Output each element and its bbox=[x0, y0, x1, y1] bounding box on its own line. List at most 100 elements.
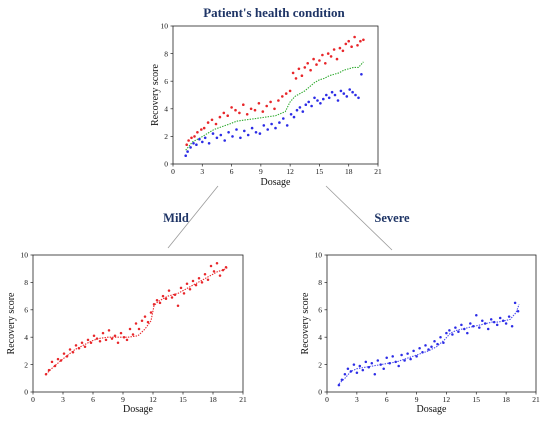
data-point-red bbox=[143, 315, 147, 318]
x-tick-label: 0 bbox=[31, 395, 35, 404]
y-tick-label: 6 bbox=[24, 306, 28, 315]
data-point-blue bbox=[274, 126, 277, 130]
data-point-blue bbox=[295, 108, 299, 112]
data-point-red bbox=[245, 113, 249, 116]
x-tick-label: 9 bbox=[121, 395, 125, 404]
data-point-red bbox=[226, 114, 229, 117]
data-point-red bbox=[185, 282, 189, 286]
data-point-blue bbox=[373, 372, 377, 376]
data-point-red bbox=[315, 63, 318, 66]
fit-line-red bbox=[45, 266, 229, 375]
data-point-red bbox=[113, 334, 117, 338]
data-point-blue bbox=[397, 364, 400, 368]
plot-frame bbox=[326, 254, 537, 393]
data-point-red bbox=[249, 107, 253, 111]
data-point-red bbox=[194, 283, 198, 287]
data-point-red bbox=[281, 95, 284, 98]
data-point-red bbox=[68, 348, 72, 351]
data-point-red bbox=[303, 66, 307, 69]
x-axis-title: Dosage bbox=[417, 404, 448, 415]
y-tick-label: 10 bbox=[21, 251, 29, 260]
data-point-red bbox=[353, 35, 356, 39]
data-point-blue bbox=[492, 320, 496, 324]
data-point-red bbox=[350, 45, 353, 48]
x-tick-label: 18 bbox=[209, 395, 217, 404]
data-point-blue bbox=[292, 115, 296, 119]
data-point-red bbox=[242, 103, 245, 106]
data-point-blue bbox=[219, 133, 223, 137]
x-tick-label: 15 bbox=[179, 395, 187, 404]
data-point-red bbox=[329, 55, 333, 58]
data-point-blue bbox=[516, 309, 520, 313]
data-point-blue bbox=[400, 353, 403, 357]
data-point-blue bbox=[427, 348, 430, 351]
data-point-blue bbox=[262, 124, 266, 127]
data-point-blue bbox=[231, 135, 234, 138]
data-point-blue bbox=[243, 129, 246, 133]
x-tick-label: 6 bbox=[385, 395, 389, 404]
data-point-blue bbox=[239, 136, 242, 140]
fit-line-green bbox=[185, 61, 364, 151]
y-tick-label: 8 bbox=[318, 278, 322, 287]
branch-label-severe: Severe bbox=[374, 211, 410, 225]
data-point-red bbox=[218, 115, 222, 119]
data-point-blue bbox=[304, 103, 308, 106]
y-axis-title: Recovery score bbox=[6, 292, 17, 354]
x-tick-label: 21 bbox=[532, 395, 540, 404]
data-point-blue bbox=[415, 355, 418, 358]
data-point-red bbox=[65, 355, 69, 358]
data-point-blue bbox=[195, 143, 198, 146]
data-point-blue bbox=[376, 359, 380, 362]
data-point-red bbox=[206, 121, 210, 124]
data-point-red bbox=[95, 337, 99, 340]
data-point-red bbox=[53, 364, 57, 368]
data-point-blue bbox=[403, 359, 406, 362]
data-point-red bbox=[173, 293, 177, 296]
data-point-red bbox=[253, 108, 257, 112]
data-point-blue bbox=[483, 322, 487, 325]
data-point-blue bbox=[189, 146, 192, 149]
data-point-red bbox=[131, 333, 135, 336]
data-point-blue bbox=[361, 368, 365, 372]
data-point-blue bbox=[333, 93, 337, 97]
data-point-blue bbox=[351, 90, 354, 94]
data-point-blue bbox=[486, 327, 490, 331]
y-tick-label: 2 bbox=[24, 360, 28, 369]
y-axis-title: Recovery score bbox=[300, 292, 311, 354]
data-point-red bbox=[202, 126, 206, 130]
x-tick-label: 0 bbox=[171, 167, 175, 176]
data-point-red bbox=[188, 288, 192, 291]
data-point-red bbox=[238, 111, 241, 115]
data-point-blue bbox=[409, 357, 412, 361]
x-tick-label: 21 bbox=[374, 167, 382, 176]
data-point-blue bbox=[339, 89, 343, 93]
data-point-blue bbox=[430, 345, 433, 349]
data-point-blue bbox=[313, 96, 316, 100]
data-point-red bbox=[261, 110, 265, 113]
y-tick-label: 0 bbox=[164, 160, 168, 169]
data-point-blue bbox=[367, 366, 371, 369]
data-point-red bbox=[265, 104, 269, 108]
data-point-red bbox=[185, 143, 188, 146]
y-tick-label: 6 bbox=[318, 306, 322, 315]
data-point-red bbox=[215, 261, 219, 265]
data-point-blue bbox=[246, 133, 250, 137]
data-point-red bbox=[309, 68, 312, 72]
data-point-blue bbox=[349, 370, 353, 373]
data-point-red bbox=[107, 329, 111, 332]
data-point-blue bbox=[382, 367, 385, 370]
data-point-blue bbox=[184, 154, 187, 157]
data-point-blue bbox=[207, 142, 211, 145]
data-point-red bbox=[92, 334, 96, 338]
data-point-blue bbox=[258, 132, 262, 135]
data-point-blue bbox=[418, 346, 421, 350]
data-point-blue bbox=[298, 106, 302, 109]
data-point-red bbox=[269, 100, 272, 104]
data-point-blue bbox=[433, 340, 436, 343]
data-point-blue bbox=[346, 367, 350, 370]
data-point-red bbox=[119, 331, 123, 335]
data-point-blue bbox=[507, 315, 511, 318]
data-point-red bbox=[212, 270, 216, 273]
data-point-blue bbox=[406, 352, 409, 355]
